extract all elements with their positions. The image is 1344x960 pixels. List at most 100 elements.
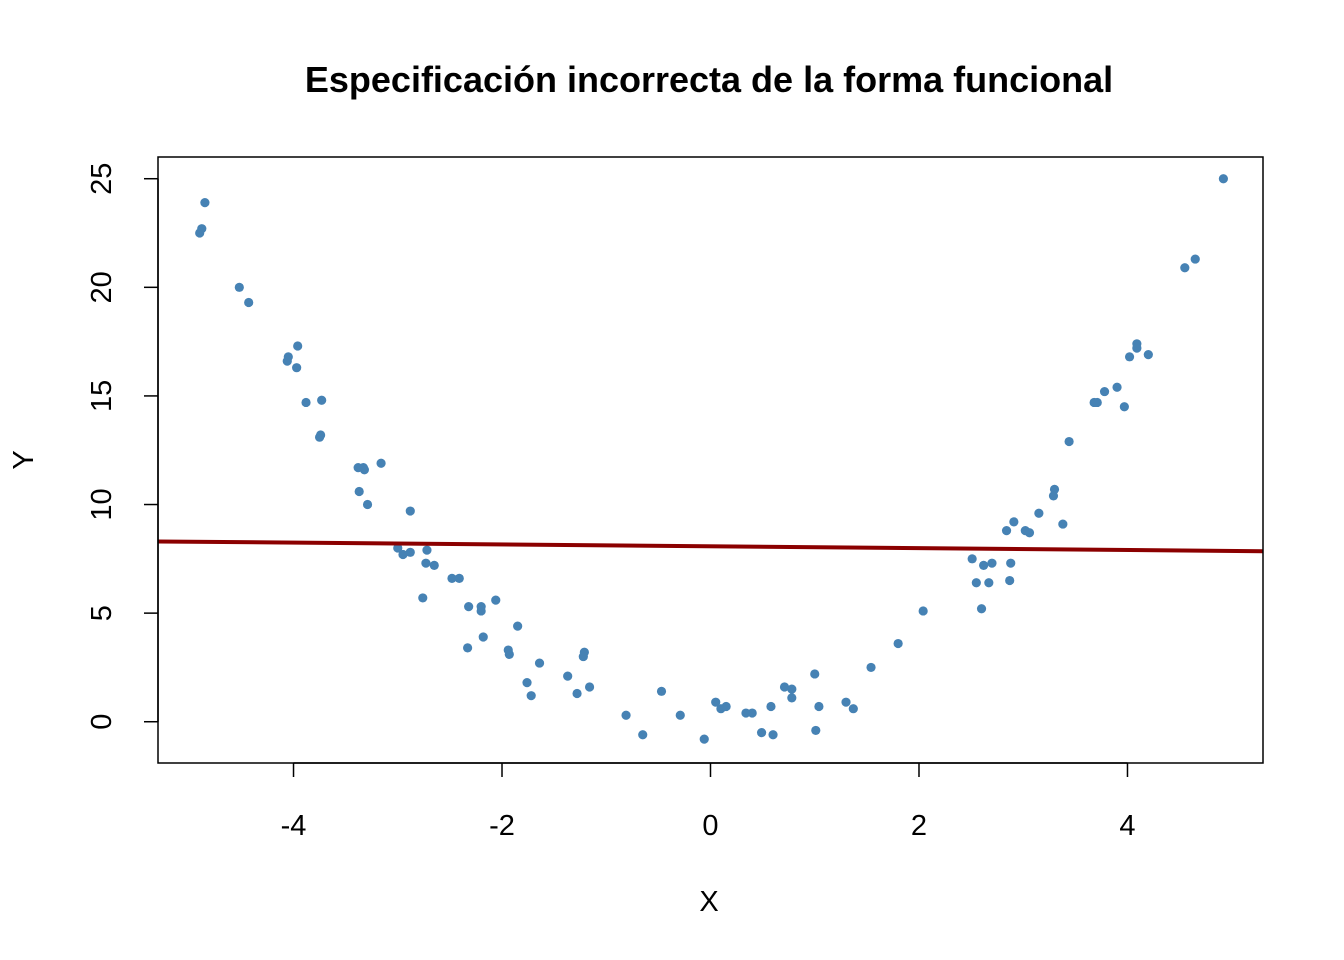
data-point [768,730,778,740]
data-point [814,701,824,712]
data-point [766,701,776,712]
data-point [317,395,327,405]
y-axis-label: Y [8,450,40,469]
data-point [656,686,667,696]
data-point [918,606,928,616]
data-point [621,710,631,720]
data-point [405,547,415,557]
data-point [476,606,486,616]
data-point [429,560,439,570]
data-point [376,458,386,468]
data-point [971,578,981,588]
data-point [1180,263,1190,273]
data-point [1009,517,1019,527]
data-point [422,545,432,555]
data-point [421,558,431,568]
data-point [1006,558,1016,568]
data-point [584,682,595,692]
data-point [563,671,573,681]
data-point [1064,436,1074,447]
data-point [787,693,797,703]
data-point [418,593,428,603]
data-point [1143,350,1153,360]
data-point [522,678,532,688]
data-point [393,543,403,553]
data-point [362,499,373,510]
data-point [572,688,582,699]
data-point [787,684,797,694]
data-point [675,710,685,720]
data-point [976,604,987,614]
y-tick-label: 10 [86,488,118,520]
data-point [478,632,488,642]
data-point [1190,254,1200,264]
data-point [893,638,903,649]
plot-frame [157,156,1264,764]
data-point [513,621,523,631]
data-point [756,727,767,738]
data-point [200,198,210,208]
data-point [283,352,293,362]
data-point [358,463,368,473]
x-tick-label: -2 [489,810,515,842]
data-point [1005,575,1015,586]
data-point [464,602,474,612]
data-point [841,697,851,707]
data-point [979,560,989,570]
data-point [779,682,790,692]
data-point [354,486,364,497]
y-tick-label: 15 [86,380,118,412]
data-point [447,573,457,583]
x-tick-label: 2 [911,810,927,842]
data-point [1001,525,1012,536]
data-point [405,506,415,516]
data-point [1132,343,1142,353]
x-tick-label: 4 [1119,810,1135,842]
data-point [1092,397,1102,408]
y-tick-label: 25 [86,163,118,195]
data-point [984,578,994,588]
data-point [721,701,731,712]
data-point [638,730,648,740]
y-tick-label: 0 [86,714,118,730]
data-point [1124,352,1135,362]
data-point [1034,508,1044,518]
chart-title: Especificación incorrecta de la forma fu… [305,59,1113,100]
data-point [526,691,536,701]
data-point [1049,484,1060,494]
data-point [234,282,244,292]
data-point [987,558,997,568]
data-point [293,341,303,351]
y-axis: 0 5 10 15 20 25 [86,163,159,730]
data-point [866,662,876,673]
data-point [810,669,820,679]
data-point [1218,174,1228,184]
data-point [491,595,501,605]
data-point [1058,519,1068,529]
data-point [699,734,709,744]
data-point [711,697,721,707]
x-tick-label: 0 [702,810,718,842]
data-point [301,397,311,408]
y-tick-label: 5 [86,605,118,621]
data-point [1024,528,1035,538]
data-point [244,297,254,308]
fit-line [157,539,1264,554]
data-point [579,647,589,657]
y-tick-label: 20 [86,271,118,303]
data-point [1119,402,1129,412]
data-point [534,658,545,668]
data-point [197,224,207,234]
data-point [747,708,757,718]
data-point [454,573,464,583]
data-point [504,649,514,659]
data-point [398,549,408,560]
data-point [292,363,302,373]
data-point [811,725,821,736]
x-axis: -4 -2 0 2 4 [281,762,1136,842]
x-axis-label: X [699,886,718,918]
data-point [316,430,326,440]
data-point [1099,386,1110,397]
data-point [848,704,858,714]
